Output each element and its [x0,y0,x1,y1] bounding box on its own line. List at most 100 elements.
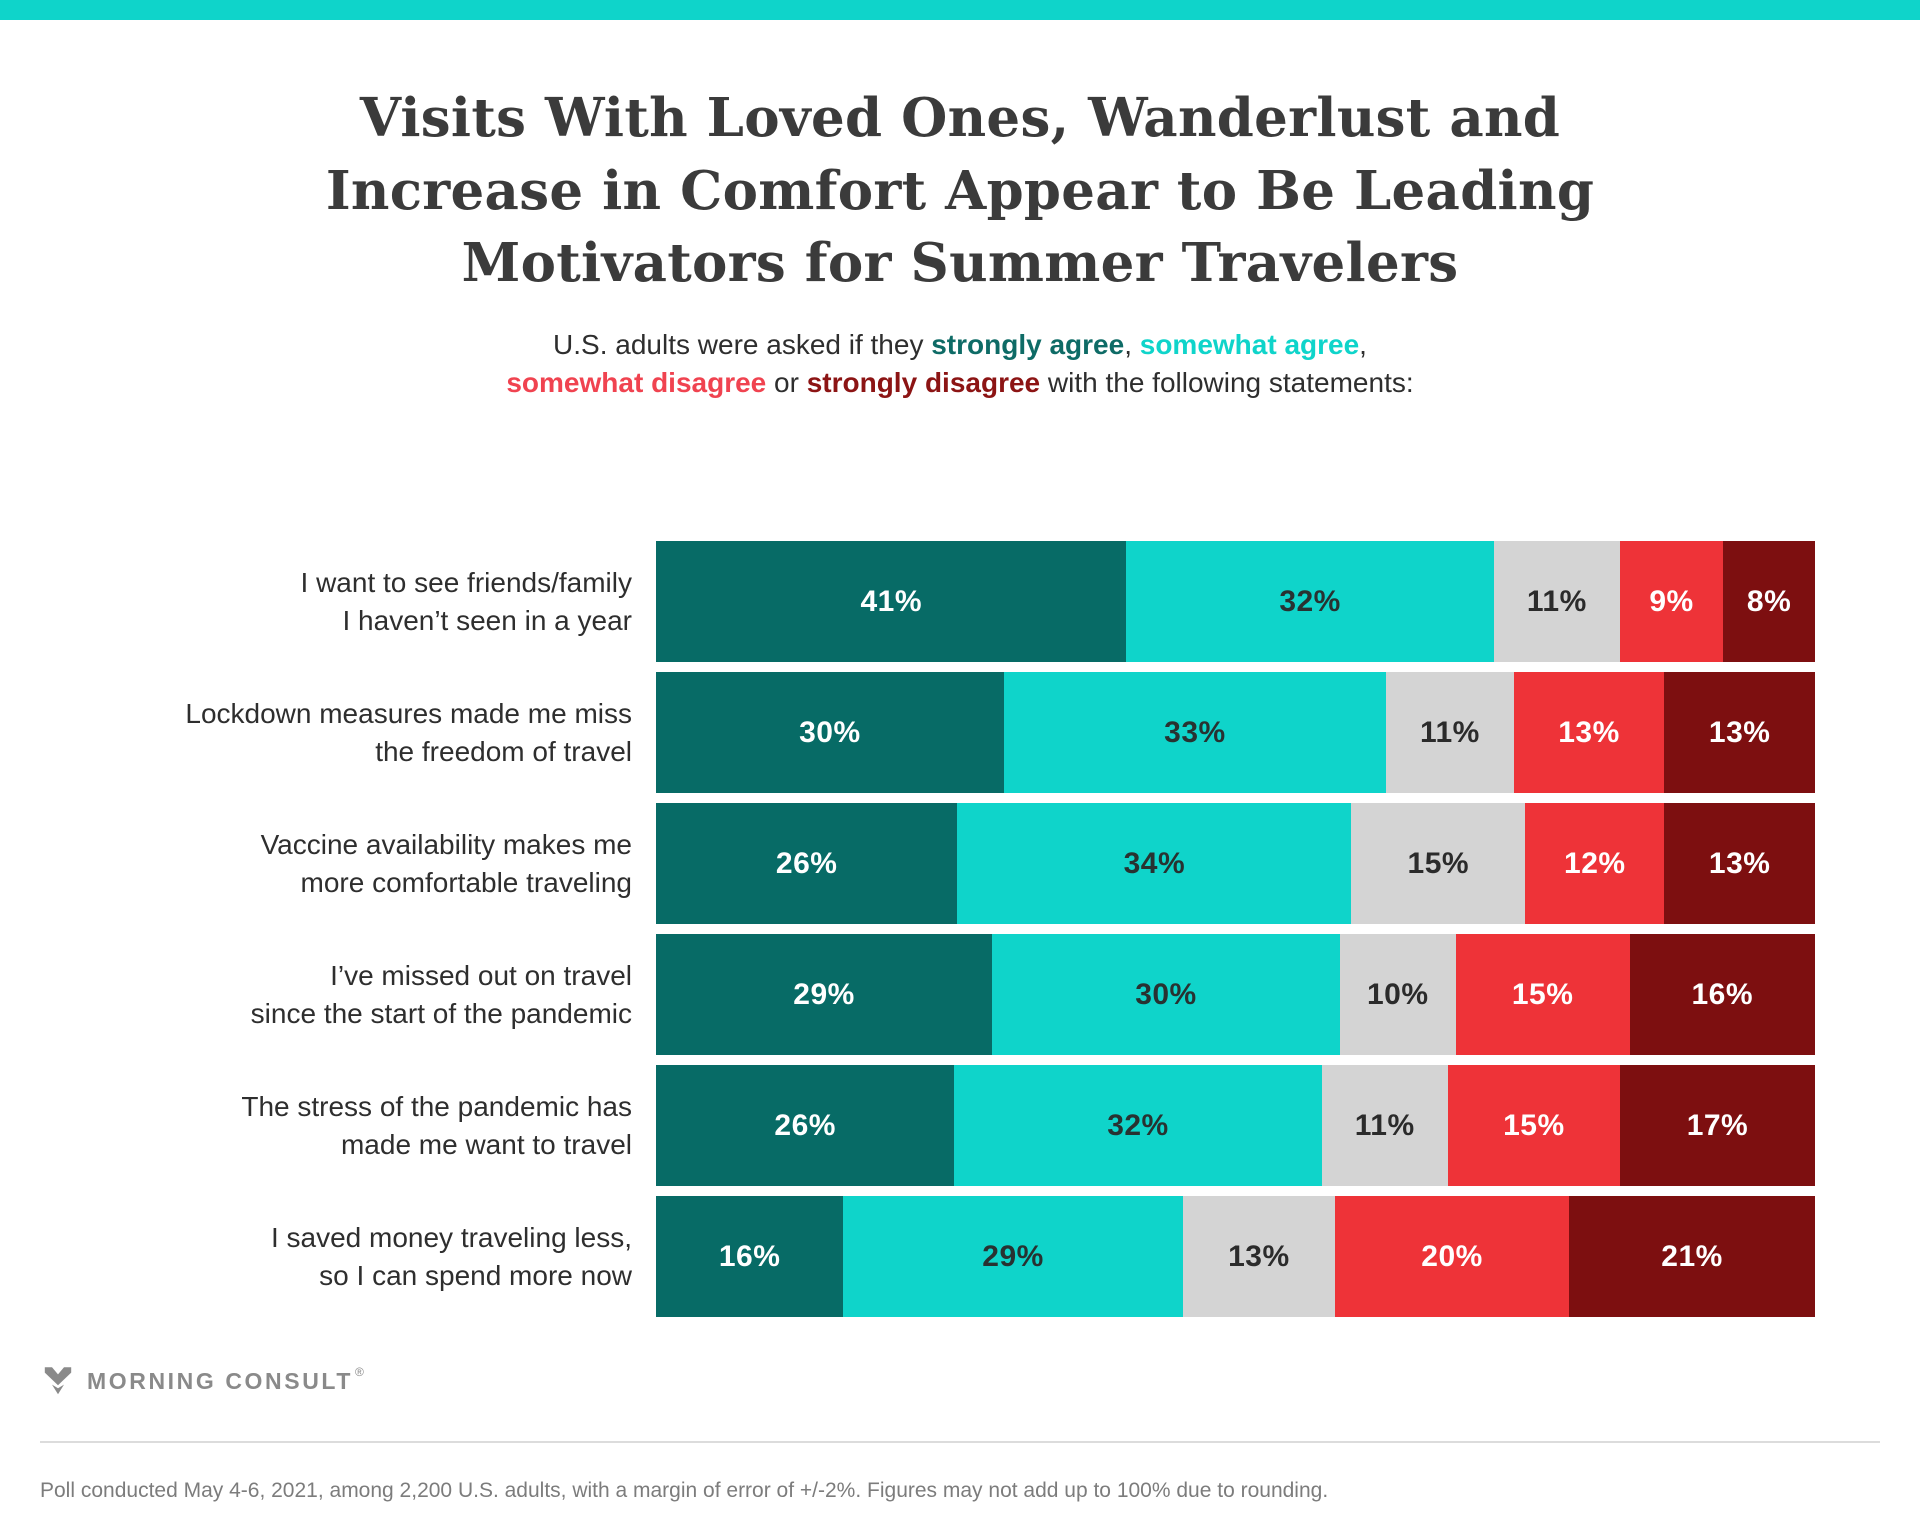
bar-segment: 15% [1455,934,1630,1056]
bar-segment: 12% [1525,803,1665,925]
legend-term-somewhat-disagree: somewhat disagree [506,367,767,399]
bar-segment: 17% [1619,1065,1815,1187]
chart-subtitle: U.S. adults were asked if they strongly … [0,326,1920,403]
bar-segment: 15% [1447,1065,1620,1187]
registered-trademark-symbol: ® [355,1365,364,1380]
bar-segment: 20% [1335,1196,1570,1318]
bar-segment: 30% [656,672,1004,794]
bar-value-label: 16% [718,1239,781,1273]
bar-value-label: 13% [1228,1239,1290,1273]
bar-value-label: 34% [1123,846,1186,880]
bar-segment: 21% [1569,1196,1815,1318]
bar-value-label: 11% [1354,1108,1415,1142]
bar-segment: 32% [954,1065,1322,1187]
row-label-text: The stress of the pandemic has made me w… [241,1090,632,1160]
row-label: Lockdown measures made me miss the freed… [100,672,656,793]
stacked-bar: 16% 29% 13% 20% 21% [656,1196,1815,1318]
stacked-bar: 26% 34% 15% 12% 13% [656,803,1815,925]
bar-value-label: 21% [1661,1239,1723,1273]
bar-segment: 15% [1351,803,1526,925]
bar-value-label: 29% [982,1239,1044,1273]
row-label: Vaccine availability makes me more comfo… [100,803,656,924]
bar-value-label: 41% [860,584,923,618]
stacked-bar: 29% 30% 10% 15% 16% [656,934,1815,1056]
stacked-bar: 41% 32% 11% 9% 8% [656,541,1815,663]
morning-consult-logo: MORNING CONSULT ® [42,1365,1920,1397]
bar-segment: 16% [1629,934,1815,1056]
bar-row: The stress of the pandemic has made me w… [100,1065,1815,1187]
subtitle-text: U.S. adults were asked if they [553,328,932,360]
bar-segment: 29% [656,934,993,1056]
bar-segment: 26% [656,1065,955,1187]
bar-value-label: 15% [1503,1108,1565,1142]
bar-row: Vaccine availability makes me more comfo… [100,803,1815,925]
bar-row: I saved money traveling less, so I can s… [100,1196,1815,1318]
bar-segment: 30% [992,934,1340,1056]
bar-segment: 41% [656,541,1127,663]
subtitle-text: or [766,367,807,399]
bar-segment: 29% [843,1196,1183,1318]
footer-divider [40,1441,1880,1444]
bar-value-label: 13% [1708,846,1771,880]
bar-value-label: 26% [775,846,838,880]
row-label: I saved money traveling less, so I can s… [100,1196,656,1317]
bar-value-label: 30% [1135,977,1197,1011]
bar-segment: 33% [1003,672,1387,794]
bar-value-label: 12% [1564,846,1626,880]
bar-value-label: 15% [1511,977,1574,1011]
bar-segment: 13% [1182,1196,1335,1318]
row-label-text: I want to see friends/family I haven’t s… [300,566,632,636]
bar-value-label: 17% [1686,1108,1749,1142]
subtitle-text: , [1359,328,1367,360]
bar-value-label: 32% [1279,584,1341,618]
logo-wordmark: MORNING CONSULT [87,1367,354,1394]
bar-value-label: 13% [1558,715,1620,749]
chart-title: Visits With Loved Ones, Wanderlust and I… [325,87,1595,295]
bar-segment: 8% [1723,541,1815,663]
legend-term-strongly-disagree: strongly disagree [806,367,1041,399]
bar-segment: 13% [1664,672,1815,794]
row-label-text: Vaccine availability makes me more comfo… [260,828,632,898]
bar-segment: 9% [1619,541,1724,663]
row-label-text: I saved money traveling less, so I can s… [270,1221,632,1291]
bar-value-label: 11% [1526,584,1587,618]
row-label-text: Lockdown measures made me miss the freed… [185,697,632,767]
bar-segment: 26% [656,803,958,925]
bar-segment: 11% [1493,541,1620,663]
legend-term-somewhat-agree: somewhat agree [1139,328,1360,360]
subtitle-text: with the following statements: [1040,367,1414,399]
stacked-bar: 26% 32% 11% 15% 17% [656,1065,1815,1187]
top-accent-bar [0,0,1920,20]
bar-segment: 16% [656,1196,844,1318]
bar-value-label: 10% [1366,977,1429,1011]
subtitle-text: , [1124,328,1140,360]
bar-value-label: 15% [1407,846,1470,880]
bar-row: I want to see friends/family I haven’t s… [100,541,1815,663]
bar-value-label: 29% [793,977,855,1011]
row-label: I’ve missed out on travel since the star… [100,934,656,1055]
stacked-bar: 30% 33% 11% 13% 13% [656,672,1815,794]
row-label: I want to see friends/family I haven’t s… [100,541,656,662]
bar-value-label: 9% [1649,584,1694,618]
bar-value-label: 16% [1691,977,1754,1011]
stacked-bar-chart: I want to see friends/family I haven’t s… [100,541,1815,1318]
bar-value-label: 32% [1107,1108,1169,1142]
bar-value-label: 11% [1419,715,1480,749]
bar-value-label: 8% [1746,584,1792,618]
row-label-text: I’ve missed out on travel since the star… [250,959,632,1029]
bar-value-label: 30% [799,715,861,749]
bar-segment: 10% [1339,934,1456,1056]
bar-value-label: 26% [774,1108,836,1142]
footer: MORNING CONSULT ® Poll conducted May 4-6… [0,1365,1920,1505]
morning-consult-m-icon [44,1367,72,1395]
bar-row: Lockdown measures made me miss the freed… [100,672,1815,794]
bar-value-label: 20% [1421,1239,1483,1273]
bar-segment: 13% [1664,803,1815,925]
bar-segment: 11% [1321,1065,1448,1187]
bar-segment: 11% [1386,672,1514,794]
bar-segment: 13% [1513,672,1665,794]
bar-row: I’ve missed out on travel since the star… [100,934,1815,1056]
legend-term-strongly-agree: strongly agree [931,328,1125,360]
row-label: The stress of the pandemic has made me w… [100,1065,656,1186]
